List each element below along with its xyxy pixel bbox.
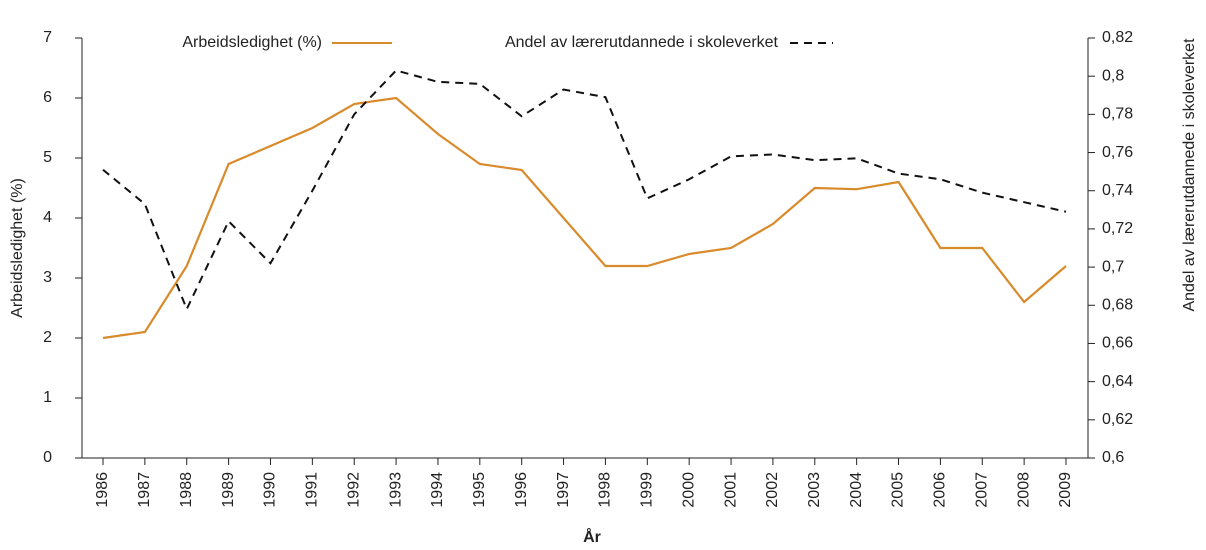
x-tick-label: 1996	[513, 472, 530, 508]
y2-tick-label: 0,76	[1102, 144, 1133, 161]
x-tick-label: 2005	[890, 472, 907, 508]
y2-tick-label: 0,62	[1102, 411, 1133, 428]
x-tick-label: 2006	[932, 472, 949, 508]
y-tick-label: 4	[43, 209, 52, 226]
y-tick-label: 1	[43, 389, 52, 406]
y-tick-label: 3	[43, 269, 52, 286]
x-tick-label: 1991	[304, 472, 321, 508]
x-tick-label: 2009	[1057, 472, 1074, 508]
x-tick-label: 1993	[387, 472, 404, 508]
y-tick-label: 0	[43, 449, 52, 466]
x-tick-label: 2008	[1015, 472, 1032, 508]
x-tick-label: 1992	[345, 472, 362, 508]
x-axis-label: År	[583, 527, 601, 546]
x-tick-label: 1995	[471, 472, 488, 508]
x-tick-label: 1988	[178, 472, 195, 508]
y2-tick-label: 0,6	[1102, 449, 1124, 466]
y2-tick-label: 0,78	[1102, 106, 1133, 123]
x-tick-label: 2007	[973, 472, 990, 508]
x-tick-label: 1986	[94, 472, 111, 508]
x-tick-label: 2002	[764, 472, 781, 508]
legend-label: Arbeidsledighet (%)	[182, 34, 322, 51]
series-line	[102, 69, 1067, 312]
y2-tick-label: 0,8	[1102, 67, 1124, 84]
x-tick-label: 1987	[136, 472, 153, 508]
y2-tick-label: 0,74	[1102, 182, 1133, 199]
x-tick-label: 2000	[680, 472, 697, 508]
y2-tick-label: 0,64	[1102, 373, 1133, 390]
x-tick-label: 1994	[429, 472, 446, 508]
y-tick-label: 2	[43, 329, 52, 346]
legend-label: Andel av lærerutdannede i skoleverket	[505, 34, 779, 51]
y2-tick-label: 0,7	[1102, 258, 1124, 275]
x-tick-label: 1989	[220, 472, 237, 508]
y2-tick-label: 0,72	[1102, 220, 1133, 237]
y-tick-label: 5	[43, 149, 52, 166]
x-tick-label: 1997	[555, 472, 572, 508]
y-axis-label: Arbeidsledighet (%)	[9, 178, 26, 318]
x-tick-label: 2001	[722, 472, 739, 508]
x-tick-label: 2004	[848, 472, 865, 508]
x-tick-label: 2003	[806, 472, 823, 508]
y2-axis-label: Andel av lærerutdannede i skoleverket	[1181, 38, 1198, 312]
y-tick-label: 7	[43, 29, 52, 46]
x-tick-label: 1999	[639, 472, 656, 508]
x-tick-label: 1998	[597, 472, 614, 508]
x-tick-label: 1990	[262, 472, 279, 508]
y2-tick-label: 0,82	[1102, 29, 1133, 46]
y2-tick-label: 0,66	[1102, 335, 1133, 352]
y2-tick-label: 0,68	[1102, 296, 1133, 313]
series-line	[102, 96, 1067, 340]
y-tick-label: 6	[43, 89, 52, 106]
